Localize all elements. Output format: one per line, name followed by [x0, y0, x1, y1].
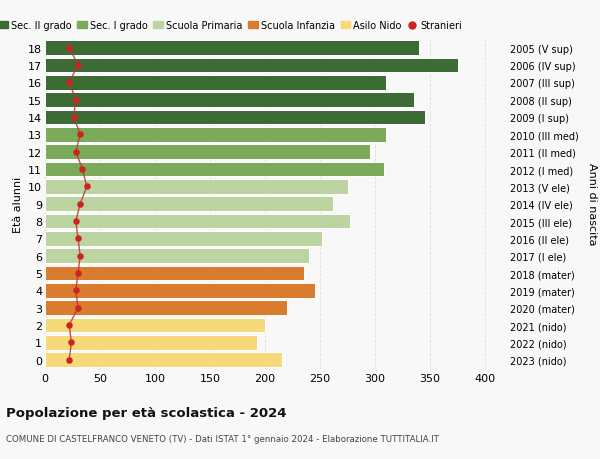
Point: [69, 114, 79, 122]
Y-axis label: Anni di nascita: Anni di nascita: [587, 163, 597, 246]
Point: [64, 79, 74, 87]
Point: [71, 97, 80, 104]
Bar: [45, 128, 386, 142]
Bar: [45, 231, 322, 246]
Bar: [45, 179, 347, 194]
Point: [76, 201, 85, 208]
Point: [73, 270, 83, 277]
Text: COMUNE DI CASTELFRANCO VENETO (TV) - Dati ISTAT 1° gennaio 2024 - Elaborazione T: COMUNE DI CASTELFRANCO VENETO (TV) - Dat…: [6, 434, 439, 443]
Bar: [45, 76, 386, 90]
Point: [82, 183, 92, 190]
Bar: [45, 93, 413, 108]
Bar: [45, 145, 370, 160]
Bar: [45, 249, 309, 263]
Bar: [45, 214, 350, 229]
Point: [71, 218, 80, 225]
Point: [77, 166, 87, 174]
Bar: [45, 110, 425, 125]
Bar: [45, 58, 458, 73]
Point: [67, 339, 76, 347]
Bar: [45, 318, 265, 333]
Point: [73, 304, 83, 312]
Point: [71, 149, 80, 156]
Point: [64, 356, 74, 364]
Legend: Sec. II grado, Sec. I grado, Scuola Primaria, Scuola Infanzia, Asilo Nido, Stran: Sec. II grado, Sec. I grado, Scuola Prim…: [0, 21, 462, 31]
Bar: [45, 41, 419, 56]
Point: [76, 252, 85, 260]
Bar: [45, 336, 257, 350]
Point: [64, 322, 74, 329]
Bar: [45, 283, 314, 298]
Text: Popolazione per età scolastica - 2024: Popolazione per età scolastica - 2024: [6, 406, 287, 419]
Point: [76, 131, 85, 139]
Y-axis label: Età alunni: Età alunni: [13, 176, 23, 232]
Bar: [45, 197, 333, 212]
Point: [73, 62, 83, 69]
Point: [71, 287, 80, 294]
Bar: [45, 353, 281, 367]
Bar: [45, 162, 384, 177]
Bar: [45, 301, 287, 315]
Point: [64, 45, 74, 52]
Point: [73, 235, 83, 242]
Bar: [45, 266, 304, 281]
